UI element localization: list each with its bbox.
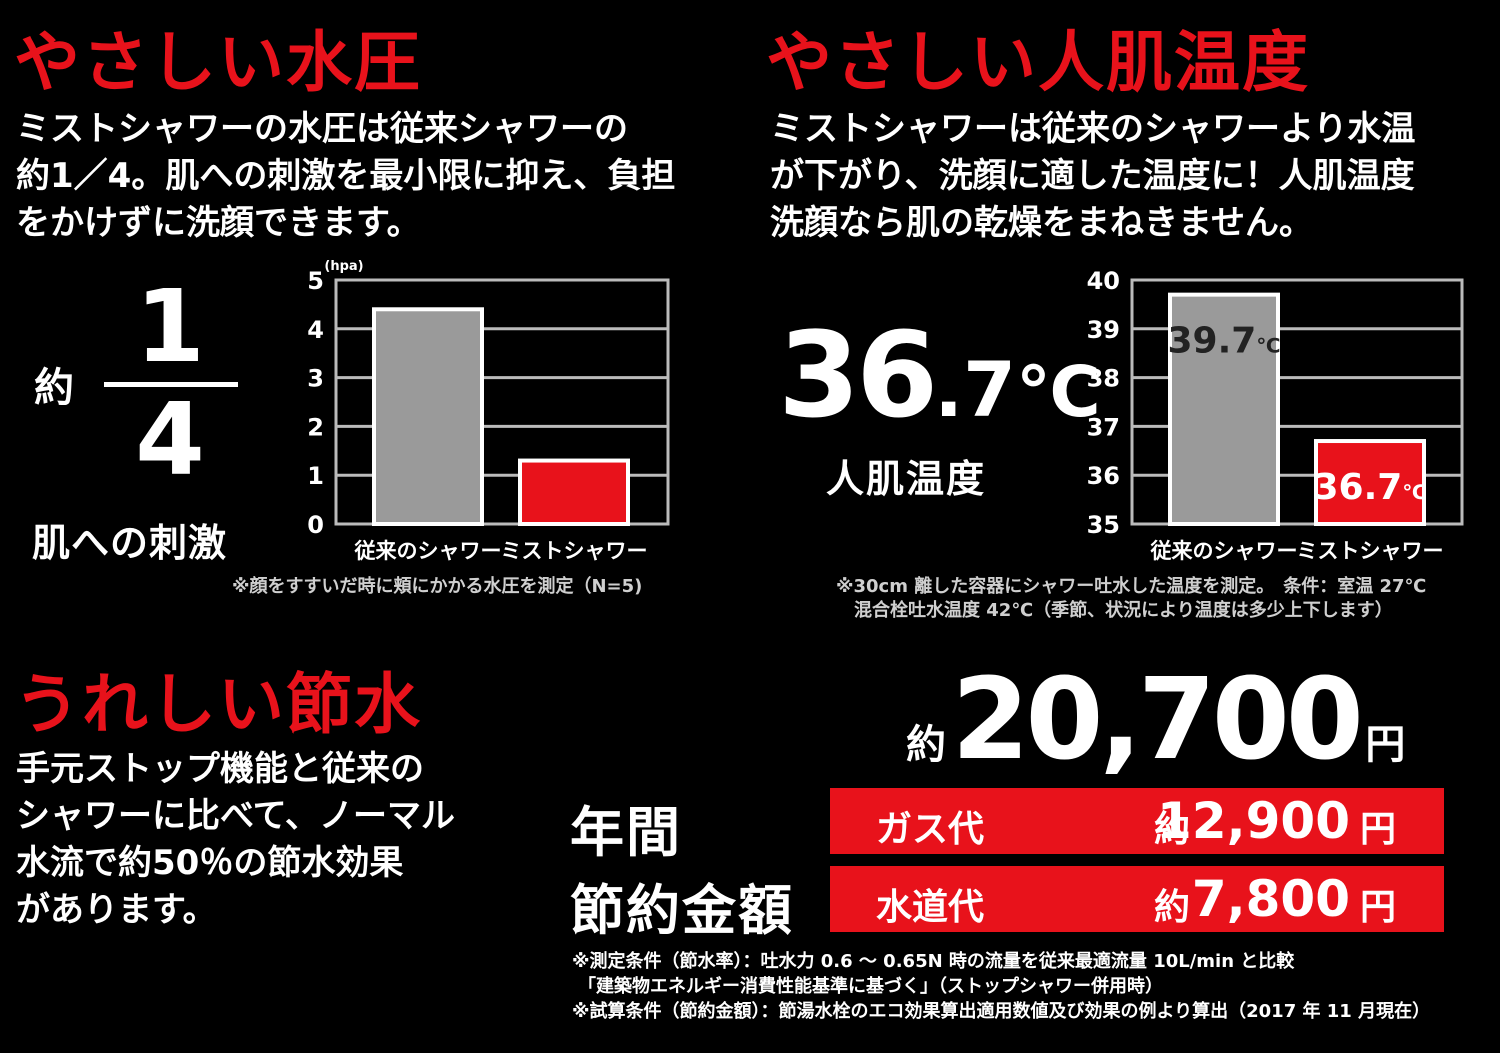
saving-line-3: 水流で約50％の節水効果	[16, 843, 404, 883]
saving-total-value: 20,700	[951, 655, 1364, 785]
y-tick-label: 35	[1087, 511, 1120, 539]
gas-cost-row: ガス代 約 12,900 円	[830, 788, 1444, 854]
saving-note-1: ※測定条件（節水率）：吐水力 0.6 ～ 0.65N 時の流量を従来最適流量 1…	[572, 951, 1295, 972]
saving-total: 約 20,700 円	[906, 650, 1405, 823]
pressure-description: ミストシャワーの水圧は従来シャワーの 約1／4。肌への刺激を最小限に抑え、負担 …	[16, 106, 675, 247]
pressure-line-2: 約1／4。肌への刺激を最小限に抑え、負担	[16, 156, 676, 196]
pressure-chart: 0 1 2 3 4 5(hpa) 従来のシャワー ミストシャワー	[307, 259, 670, 563]
pressure-line-3: をかけずに洗顔できます。	[16, 203, 421, 243]
bar-mist	[1314, 439, 1426, 526]
water-cost-unit: 円	[1359, 887, 1396, 928]
pressure-note: ※顔をすすいだ時に頬にかかる水圧を測定（N=5)	[232, 576, 643, 597]
y-tick-label: 40	[1087, 268, 1120, 295]
y-tick-label: 2	[307, 413, 324, 441]
pressure-line-1: ミストシャワーの水圧は従来シャワーの	[16, 109, 628, 149]
saving-line-1: 手元ストップ機能と従来の	[16, 749, 424, 789]
saving-description: 手元ストップ機能と従来の シャワーに比べて、ノーマル 水流で約50％の節水効果 …	[16, 746, 455, 934]
saving-line-4: があります。	[16, 890, 217, 930]
temperature-caption: 人肌温度	[826, 457, 987, 501]
y-unit-label: (hpa)	[324, 259, 363, 274]
y-tick-label: 0	[307, 511, 324, 539]
temperature-line-1: ミストシャワーは従来のシャワーより水温	[770, 109, 1416, 149]
y-tick-label: 36	[1087, 462, 1120, 490]
annual-label: 年間	[570, 801, 682, 864]
gas-cost-about: 約	[1154, 809, 1191, 850]
bar-mist	[518, 458, 630, 526]
temperature-line-3: 洗顔なら肌の乾燥をまねきません。	[770, 203, 1313, 243]
y-tick-label: 5	[307, 267, 324, 295]
saving-note-3: ※試算条件（節約金額）：節湯水栓のエコ効果算出適用数値及び効果の例より算出（20…	[572, 1001, 1431, 1022]
temperature-big-decimal: .7	[934, 345, 1016, 434]
y-tick-label: 37	[1087, 413, 1120, 441]
saving-total-about: 約	[906, 722, 946, 768]
saving-amount-label: 節約金額	[570, 879, 794, 942]
x-category-label: 従来のシャワー	[354, 539, 502, 563]
y-tick-label: 3	[307, 365, 324, 393]
fraction-numerator: 1	[135, 268, 205, 385]
pressure-heading: やさしい水圧	[14, 24, 422, 101]
temperature-big-value: 36.7℃	[778, 310, 1101, 476]
bar-conventional	[372, 307, 484, 526]
water-cost-about: 約	[1154, 887, 1191, 928]
water-cost-value: 7,800	[1191, 870, 1350, 928]
y-tick-label: 38	[1087, 365, 1120, 393]
gas-cost-value: 12,900	[1157, 792, 1350, 850]
bar-value-label: 39.7℃	[1167, 321, 1280, 362]
x-category-label: ミストシャワー	[1297, 539, 1444, 563]
y-tick-label: 39	[1087, 316, 1120, 344]
temperature-note-2: 混合栓吐水温度 42℃（季節、状況により温度は多少上下します）	[854, 600, 1393, 621]
temperature-note-1: ※30cm 離した容器にシャワー吐水した温度を測定。 条件：室温 27℃	[836, 576, 1427, 597]
bar-value-label: 36.7℃	[1313, 467, 1426, 508]
y-tick-label: 4	[307, 316, 324, 344]
gas-cost-unit: 円	[1359, 809, 1396, 850]
temperature-big-unit: ℃	[1015, 351, 1101, 433]
temperature-line-2: が下がり、洗顔に適した温度に！人肌温度	[770, 156, 1415, 196]
temperature-heading: やさしい人肌温度	[766, 24, 1310, 101]
water-cost-label: 水道代	[876, 887, 985, 928]
bar-conventional	[1168, 292, 1280, 526]
pressure-about-label: 約	[34, 365, 74, 411]
saving-total-unit: 円	[1365, 722, 1406, 768]
x-category-label: 従来のシャワー	[1150, 539, 1298, 563]
temperature-description: ミストシャワーは従来のシャワーより水温 が下がり、洗顔に適した温度に！人肌温度 …	[770, 106, 1415, 247]
saving-heading: うれしい節水	[14, 666, 422, 743]
x-category-label: ミストシャワー	[501, 539, 648, 563]
temperature-chart: 35 36 37 38 39 40 従来のシャワー 39.7℃ ミストシャワー 36.7℃	[1087, 268, 1464, 563]
gas-cost-label: ガス代	[876, 809, 985, 850]
pressure-caption: 肌への刺激	[32, 521, 228, 565]
fraction-denominator: 4	[135, 381, 205, 498]
saving-line-2: シャワーに比べて、ノーマル	[16, 796, 455, 836]
water-cost-row: 水道代 約 7,800 円	[830, 866, 1444, 932]
fraction-bar	[104, 382, 238, 387]
y-tick-label: 1	[307, 462, 324, 490]
saving-note-2: 「建築物エネルギー消費性能基準に基づく」（ストップシャワー併用時）	[578, 976, 1163, 997]
temperature-big-int: 36	[778, 306, 938, 444]
